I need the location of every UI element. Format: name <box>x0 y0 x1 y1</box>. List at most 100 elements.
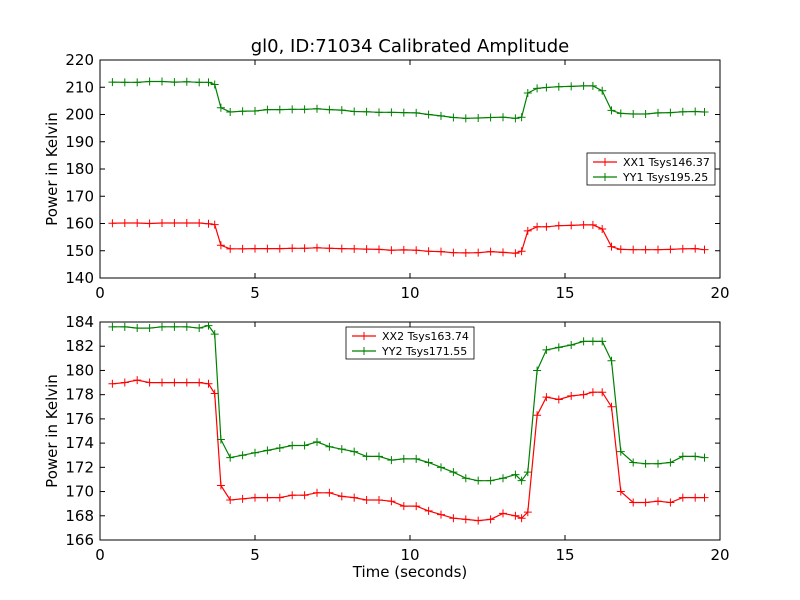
data-point <box>387 456 396 465</box>
legend-entry: XX2 Tsys163.74 <box>382 330 469 343</box>
data-point <box>486 515 495 524</box>
data-point <box>511 511 520 520</box>
data-point <box>607 356 616 365</box>
data-point <box>216 241 225 250</box>
data-point <box>424 110 433 119</box>
data-point <box>158 77 166 86</box>
data-point <box>216 481 225 490</box>
x-tick-label: 5 <box>250 284 260 302</box>
data-point <box>226 244 235 253</box>
data-point <box>678 244 687 253</box>
data-point <box>251 106 259 115</box>
data-point <box>300 441 309 450</box>
data-point <box>666 458 675 467</box>
y-tick-label: 178 <box>65 386 94 404</box>
data-point <box>654 108 662 117</box>
data-point <box>554 395 563 404</box>
data-point <box>133 376 142 385</box>
x-tick-label: 20 <box>710 546 729 564</box>
data-point <box>195 378 204 387</box>
data-point <box>216 103 225 112</box>
data-point <box>412 246 421 255</box>
y-tick-label: 166 <box>65 531 94 549</box>
data-point <box>554 82 563 91</box>
x-tick-label: 10 <box>400 546 419 564</box>
data-point <box>461 474 470 483</box>
x-tick-label: 5 <box>250 546 260 564</box>
data-point <box>108 379 117 388</box>
chart-title: gl0, ID:71034 Calibrated Amplitude <box>251 36 570 57</box>
data-point <box>412 108 421 117</box>
y-tick-label: 174 <box>65 434 94 452</box>
data-point <box>517 247 526 256</box>
data-point <box>313 243 321 252</box>
data-point <box>533 222 542 231</box>
y-tick-label: 180 <box>65 160 94 178</box>
data-point <box>226 108 235 117</box>
legend-marker <box>601 173 609 181</box>
data-point <box>182 322 191 331</box>
data-point <box>700 493 709 502</box>
data-point <box>616 245 625 254</box>
data-point <box>204 321 213 330</box>
data-point <box>523 226 532 235</box>
data-point <box>375 245 383 254</box>
data-point <box>133 218 142 227</box>
data-point <box>263 446 272 455</box>
data-point <box>387 108 396 117</box>
data-point <box>263 105 272 114</box>
data-point <box>666 245 675 254</box>
data-point <box>251 244 259 253</box>
data-point <box>226 496 235 505</box>
data-point <box>325 244 334 253</box>
data-point <box>691 493 700 502</box>
data-point <box>288 491 297 500</box>
data-point <box>399 108 408 117</box>
data-point <box>337 492 346 501</box>
data-point <box>607 402 616 411</box>
data-point <box>204 379 213 388</box>
data-point <box>325 488 334 497</box>
data-point <box>678 452 687 461</box>
data-point <box>424 458 433 467</box>
y-tick-label: 190 <box>65 133 94 151</box>
legend-entry: XX1 Tsys146.37 <box>623 156 710 169</box>
data-point <box>511 249 520 258</box>
y-tick-label: 140 <box>65 269 94 287</box>
data-point <box>275 244 284 253</box>
data-point <box>399 502 408 511</box>
data-point <box>700 108 709 117</box>
data-point <box>350 493 359 502</box>
data-point <box>654 459 662 468</box>
data-point <box>437 510 445 519</box>
data-point <box>399 454 408 463</box>
data-point <box>313 437 321 446</box>
data-point <box>641 109 650 118</box>
data-point <box>226 453 235 462</box>
data-point <box>251 448 259 457</box>
data-point <box>700 245 709 254</box>
data-point <box>654 497 662 506</box>
data-point <box>654 245 662 254</box>
data-point <box>108 78 117 87</box>
y-tick-label: 170 <box>65 187 94 205</box>
data-point <box>554 221 563 230</box>
data-point <box>666 108 675 117</box>
legend-box <box>586 152 716 186</box>
data-point <box>170 218 179 227</box>
data-point <box>499 248 507 257</box>
y-tick-label: 220 <box>65 51 94 69</box>
x-tick-label: 15 <box>555 284 574 302</box>
data-point <box>579 337 588 346</box>
legend-marker <box>360 347 368 355</box>
data-point <box>449 514 458 523</box>
data-point <box>300 244 309 253</box>
y-tick-label: 170 <box>65 483 94 501</box>
data-point <box>607 106 616 115</box>
data-point <box>375 108 383 117</box>
bottom-panel: 0 5 10 15 20 166 168 170 172 174 176 178 180 182 184 Po… <box>43 313 730 564</box>
data-point <box>263 244 272 253</box>
x-tick-label: 20 <box>710 284 729 302</box>
data-point <box>275 105 284 114</box>
